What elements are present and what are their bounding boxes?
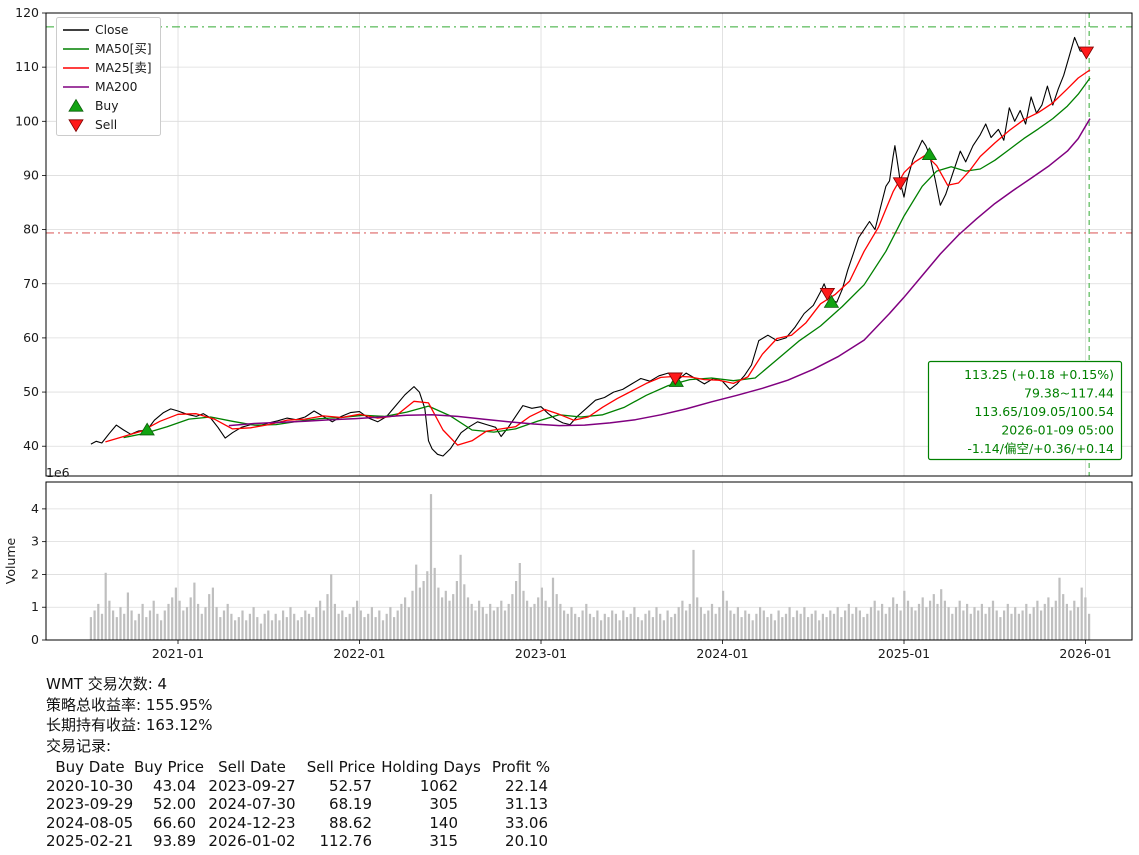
grid	[46, 12, 1132, 640]
chart-figure: 40 50 60 70 80 90 100 110 120 0 1 2 3 4 2021-01 2022-01…	[3, 5, 1133, 661]
info-box: 113.25 (+0.18 +0.15%) 79.38~117.44 113.65/…	[927, 360, 1123, 461]
legend-label: Close	[95, 23, 129, 37]
report-text: WMT 交易次数: 4 策略总收益率: 155.95% 长期持有收益: 163.…	[0, 662, 1139, 851]
trade-cell: 52.00	[153, 795, 196, 813]
ma200-line	[228, 118, 1091, 427]
trade-cell: 2026-01-02	[208, 832, 296, 850]
trade-cell: 2025-02-21	[46, 832, 134, 850]
trade-table-header-profit: Profit %	[491, 758, 551, 776]
legend-label: MA200	[95, 80, 138, 94]
ma25-line	[105, 69, 1091, 446]
info-box-line: -1.14/偏空/+0.36/+0.14	[967, 441, 1114, 456]
trade-cell: 22.14	[505, 776, 548, 795]
volume-ytick-label: 4	[31, 501, 39, 516]
trade-cell: 315	[429, 832, 458, 850]
info-box-line: 113.25 (+0.18 +0.15%)	[964, 367, 1114, 382]
report-line-trades-count: WMT 交易次数: 4	[46, 675, 168, 693]
volume-ytick-label: 2	[31, 566, 39, 581]
xtick-label: 2025-01	[878, 646, 930, 661]
trade-cell: 68.19	[329, 795, 372, 813]
price-ytick-label: 110	[15, 59, 39, 74]
info-box-line: 2026-01-09 05:00	[1001, 423, 1114, 438]
volume-ytick-label: 3	[31, 534, 39, 549]
trade-cell: 2024-07-30	[208, 795, 296, 813]
legend: Close MA50[买] MA25[卖] MA200 Buy Sell	[56, 17, 161, 136]
info-box-line: 79.38~117.44	[1024, 386, 1114, 401]
trade-table-header-buy-date: Buy Date	[55, 758, 125, 776]
price-panel	[45, 12, 1133, 477]
legend-label: Buy	[95, 99, 119, 113]
trade-cell: 2024-08-05	[46, 813, 134, 832]
trade-cell: 305	[429, 795, 458, 813]
trade-cell: 2023-09-27	[208, 776, 296, 795]
trade-cell: 93.89	[153, 832, 196, 850]
legend-label: Sell	[95, 118, 117, 132]
xtick-label: 2021-01	[152, 646, 204, 661]
legend-label: MA25[卖]	[95, 61, 152, 75]
trade-cell: 66.60	[153, 813, 196, 832]
volume-ylabel: Volume	[3, 537, 18, 584]
xtick-label: 2022-01	[333, 646, 385, 661]
trade-cell: 1062	[419, 776, 458, 795]
report-line-strategy-return: 策略总收益率: 155.95%	[46, 695, 213, 714]
price-ytick-label: 80	[23, 222, 39, 237]
info-box-line: 113.65/109.05/100.54	[974, 404, 1114, 419]
trade-cell: 2020-10-30	[46, 776, 134, 795]
close-line	[90, 36, 1091, 457]
price-ytick-label: 120	[15, 5, 39, 20]
trade-table-header-buy-price: Buy Price	[134, 758, 205, 776]
figure-svg: 40 50 60 70 80 90 100 110 120 0 1 2 3 4 2021-01 2022-01…	[3, 5, 1133, 661]
xtick-label: 2023-01	[515, 646, 567, 661]
trade-cell: 20.10	[505, 832, 548, 850]
trade-cell: 43.04	[153, 776, 196, 795]
trade-table-header-sell-date: Sell Date	[218, 758, 286, 776]
volume-bars	[89, 494, 1091, 640]
trade-cell: 31.13	[505, 795, 548, 813]
price-ytick-label: 70	[23, 276, 39, 291]
price-ytick-label: 60	[23, 330, 39, 345]
trade-table-header-holding-days: Holding Days	[381, 758, 481, 776]
trade-cell: 2023-09-29	[46, 795, 134, 813]
reference-lines	[46, 13, 1132, 476]
trade-cell: 33.06	[505, 813, 548, 832]
sell-markers	[667, 46, 1095, 386]
axis-labels: 40 50 60 70 80 90 100 110 120 0 1 2 3 4 2021-01 2022-01…	[3, 5, 1112, 661]
volume-ytick-label: 1	[31, 599, 39, 614]
trade-cell: 88.62	[329, 813, 372, 832]
legend-label: MA50[买]	[95, 42, 152, 56]
volume-offset-label: 1e6	[46, 465, 70, 480]
price-ytick-label: 40	[23, 438, 39, 453]
volume-panel	[45, 481, 1133, 641]
volume-ytick-label: 0	[31, 632, 39, 647]
report-line-trade-log-title: 交易记录:	[46, 736, 112, 755]
trade-cell: 52.57	[329, 776, 372, 795]
trade-cell: 2024-12-23	[208, 813, 296, 832]
price-ytick-label: 90	[23, 167, 39, 182]
xtick-label: 2024-01	[696, 646, 748, 661]
xtick-label: 2026-01	[1059, 646, 1111, 661]
trade-table: Buy Date Buy Price Sell Date Sell Price …	[46, 758, 1139, 851]
trade-table-header-sell-price: Sell Price	[306, 758, 376, 776]
trade-cell: 112.76	[319, 832, 373, 850]
price-ytick-label: 50	[23, 384, 39, 399]
report-line-hold-return: 长期持有收益: 163.12%	[46, 716, 213, 734]
trade-cell: 140	[429, 813, 458, 832]
price-ytick-label: 100	[15, 113, 39, 128]
